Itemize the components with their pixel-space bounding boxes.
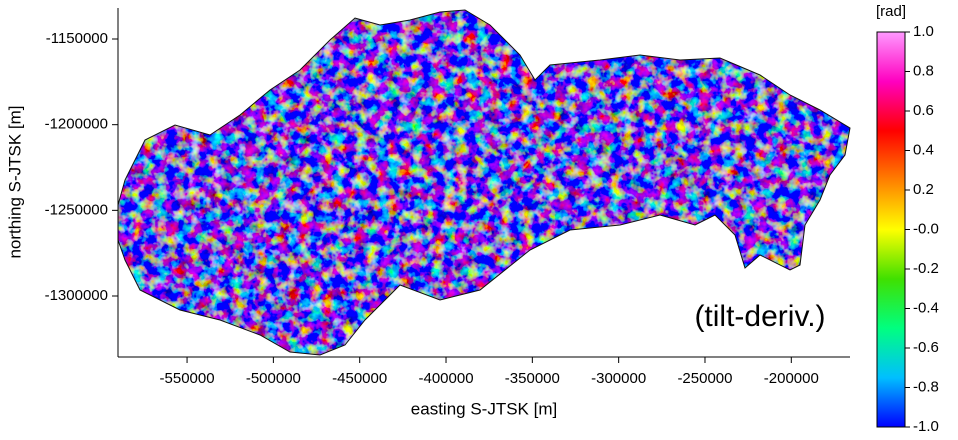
colorbar-tick-label: -0.2 <box>913 260 939 277</box>
x-tick-label: -450000 <box>332 370 387 387</box>
y-tick-label: -1200000 <box>45 116 108 133</box>
colorbar <box>877 32 905 427</box>
colorbar-tick-label: 0.6 <box>913 102 934 119</box>
x-tick-label: -500000 <box>246 370 301 387</box>
x-tick-label: -550000 <box>160 370 215 387</box>
x-tick-label: -350000 <box>505 370 560 387</box>
colorbar-tick-label: 0.8 <box>913 62 934 79</box>
chart: (tilt-deriv.) easting S-JTSK [m] northin… <box>0 0 958 440</box>
y-axis-title: northing S-JTSK [m] <box>5 105 24 258</box>
colorbar-tick-label: -0.6 <box>913 339 939 356</box>
x-axis-title: easting S-JTSK [m] <box>411 399 557 418</box>
x-tick-label: -300000 <box>591 370 646 387</box>
x-tick-label: -200000 <box>764 370 819 387</box>
colorbar-tick-label: -0.0 <box>913 220 939 237</box>
y-tick-label: -1150000 <box>46 30 108 47</box>
colorbar-tick-label: -1.0 <box>913 418 939 435</box>
colorbar-tick-label: 0.4 <box>913 141 934 158</box>
y-tick-label: -1250000 <box>45 201 108 218</box>
colorbar-tick-label: 0.2 <box>913 181 934 198</box>
colorbar-label: [rad] <box>876 3 906 20</box>
colorbar-tick-label: 1.0 <box>913 23 934 40</box>
annotation: (tilt-deriv.) <box>694 300 825 333</box>
colorbar-tick-label: -0.4 <box>913 299 939 316</box>
x-tick-label: -400000 <box>418 370 473 387</box>
y-tick-label: -1300000 <box>45 287 108 304</box>
x-tick-label: -250000 <box>677 370 732 387</box>
colorbar-tick-label: -0.8 <box>913 378 939 395</box>
